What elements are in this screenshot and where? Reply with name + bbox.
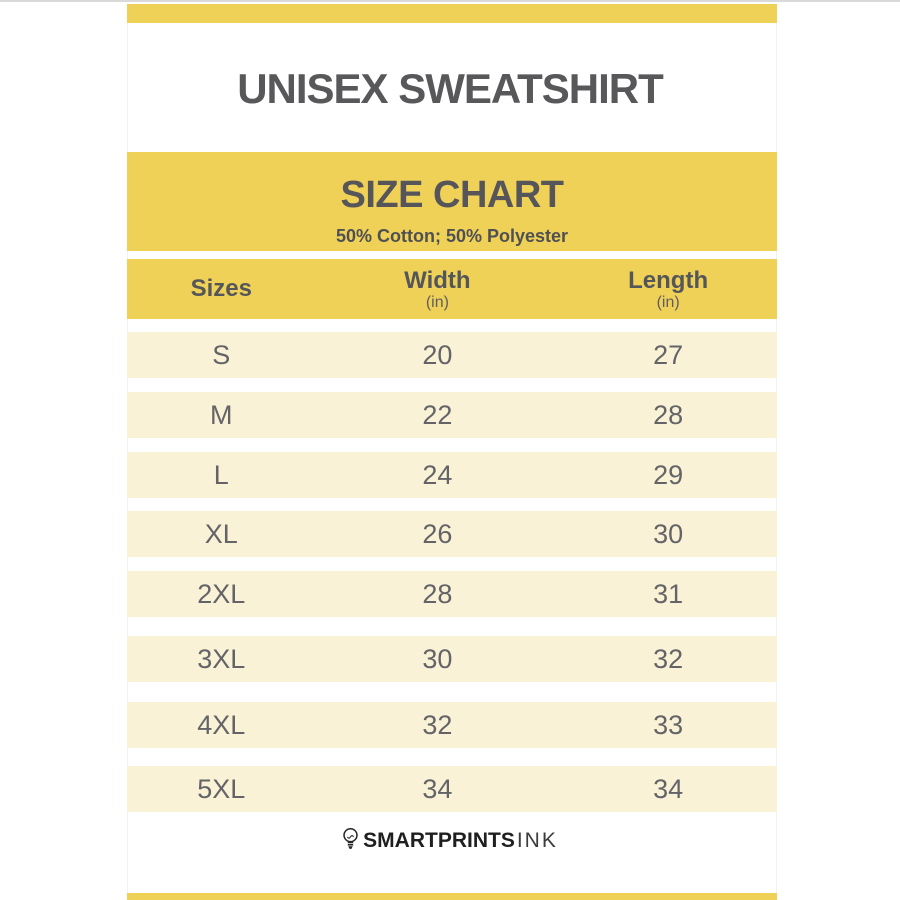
length-cell: 29	[653, 459, 684, 490]
length-cell: 30	[653, 518, 684, 549]
column-label: Sizes	[190, 275, 252, 302]
table-row: 3XL 30 32	[127, 636, 777, 682]
size-chart-title: SIZE CHART	[340, 174, 565, 216]
top-accent-bar	[127, 4, 777, 23]
length-cell: 34	[653, 773, 684, 804]
column-label: Length	[628, 266, 709, 294]
size-cell: M	[210, 399, 233, 430]
table-header-row: Sizes Width (in) Length (in)	[127, 259, 777, 319]
page-title: UNISEX SWEATSHIRT	[237, 65, 664, 112]
brand-name-regular: INK	[516, 829, 558, 852]
width-cell: 20	[422, 339, 453, 370]
width-cell: 32	[422, 709, 453, 740]
table-row: 4XL 32 33	[127, 702, 777, 748]
width-cell: 22	[422, 399, 453, 430]
material-subtitle: 50% Cotton; 50% Polyester	[335, 226, 569, 246]
table-row: L 24 29	[127, 452, 777, 498]
length-cell: 27	[653, 339, 684, 370]
brand-footer: SMARTPRINTS INK	[0, 827, 900, 855]
size-cell: S	[212, 339, 231, 370]
width-cell: 26	[422, 518, 453, 549]
size-chart-header: SIZE CHART 50% Cotton; 50% Polyester	[127, 152, 777, 251]
column-unit: (in)	[425, 293, 449, 311]
table-row: 5XL 34 34	[127, 766, 777, 812]
column-label: Width	[404, 266, 471, 294]
length-cell: 28	[653, 399, 684, 430]
width-cell: 34	[422, 773, 453, 804]
column-header-length: Length (in)	[559, 259, 777, 319]
column-header-sizes: Sizes	[127, 259, 316, 319]
width-cell: 30	[422, 643, 453, 674]
length-cell: 32	[653, 643, 684, 674]
lightbulb-icon	[342, 827, 359, 856]
brand-name-bold: SMARTPRINTS	[363, 829, 515, 852]
column-header-width: Width (in)	[316, 259, 560, 319]
size-cell: L	[213, 459, 229, 490]
length-cell: 31	[653, 578, 684, 609]
size-cell: 2XL	[197, 578, 246, 609]
size-cell: 4XL	[197, 709, 246, 740]
table-row: XL 26 30	[127, 511, 777, 557]
width-cell: 24	[422, 459, 453, 490]
column-unit: (in)	[656, 293, 680, 311]
table-row: 2XL 28 31	[127, 571, 777, 617]
size-cell: XL	[204, 518, 238, 549]
top-divider-line	[0, 0, 900, 2]
width-cell: 28	[422, 578, 453, 609]
table-row: S 20 27	[127, 332, 777, 378]
length-cell: 33	[653, 709, 684, 740]
size-cell: 5XL	[197, 773, 246, 804]
size-cell: 3XL	[197, 643, 246, 674]
table-row: M 22 28	[127, 392, 777, 438]
bottom-accent-bar	[127, 893, 777, 900]
